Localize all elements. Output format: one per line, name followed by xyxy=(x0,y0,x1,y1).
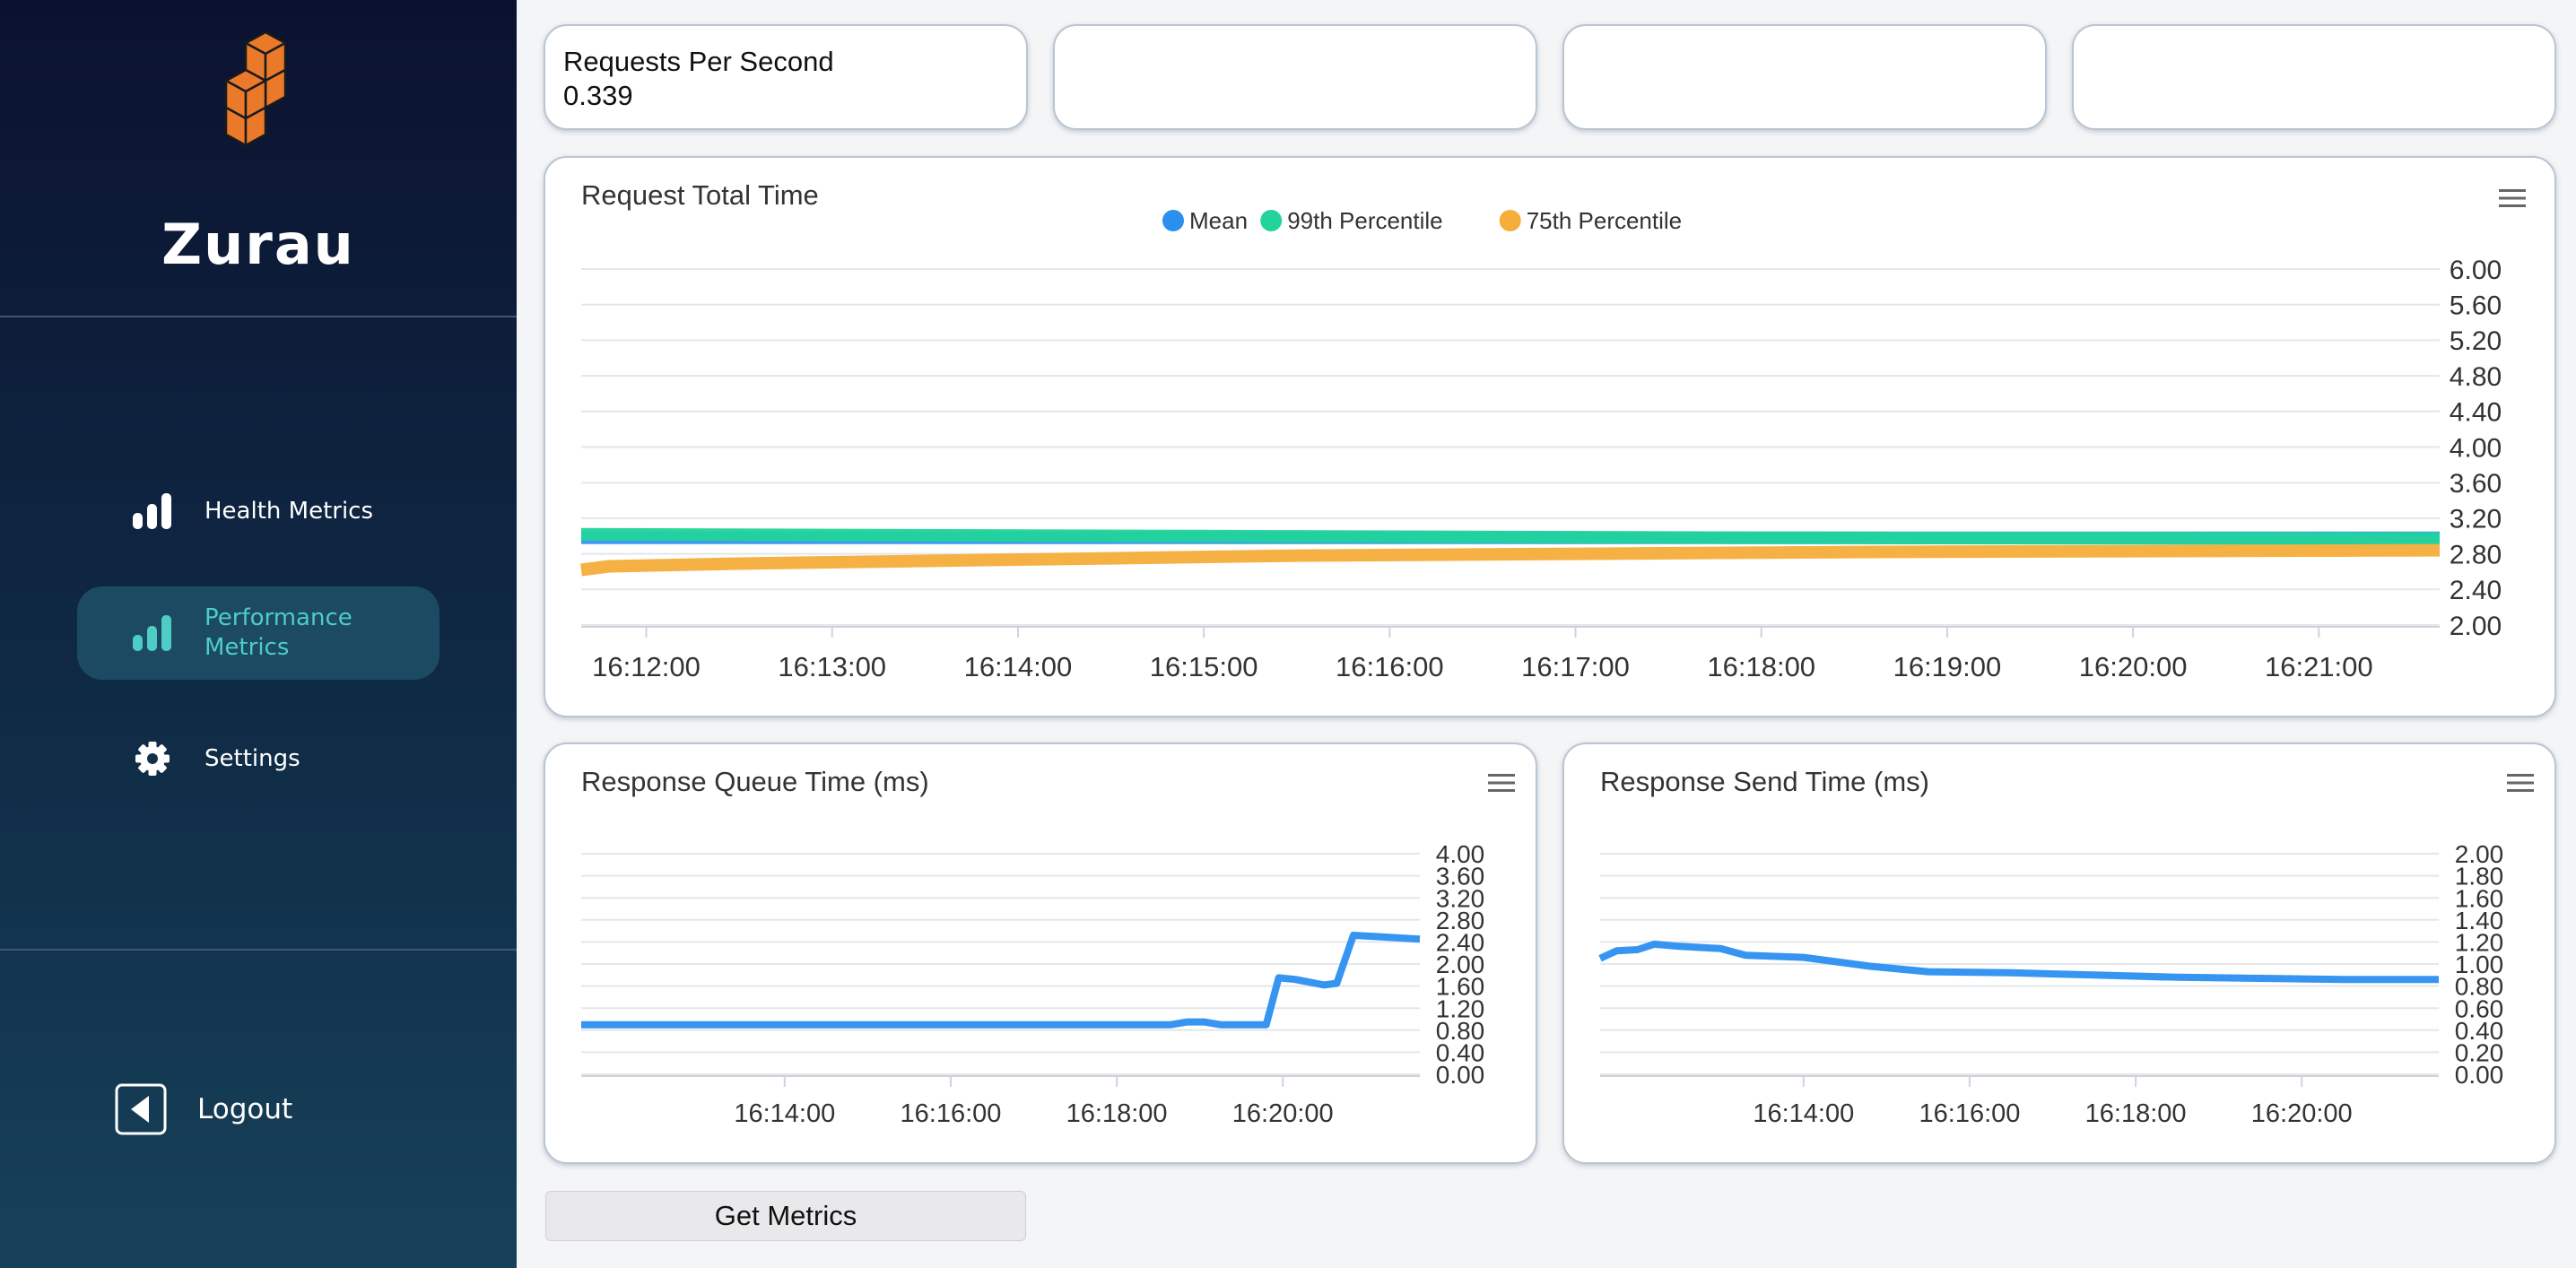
hamburger-menu-icon[interactable] xyxy=(2505,771,2536,795)
bar-chart-icon xyxy=(133,615,171,651)
stat-card-empty xyxy=(1053,24,1537,130)
stat-card-empty xyxy=(2072,24,2556,130)
stat-title: Requests Per Second xyxy=(563,46,834,77)
chart-title: Response Send Time (ms) xyxy=(1600,766,1929,797)
sidebar-item-settings[interactable]: Settings xyxy=(77,712,439,805)
chart-title: Request Total Time xyxy=(581,179,819,211)
brand-name: Zurau xyxy=(161,212,355,277)
sidebar: Zurau Health Metrics Performance Metrics xyxy=(0,0,517,1268)
get-metrics-button[interactable]: Get Metrics xyxy=(545,1191,1026,1241)
sidebar-item-label: Performance Metrics xyxy=(205,604,352,661)
sidebar-item-label: Settings xyxy=(205,745,300,772)
hamburger-menu-icon[interactable] xyxy=(2497,187,2528,210)
sidebar-divider xyxy=(0,949,517,951)
hamburger-menu-icon[interactable] xyxy=(1486,771,1517,795)
bar-chart-icon xyxy=(133,493,171,529)
request-total-time-card: Request Total Time xyxy=(544,156,2556,717)
response-queue-time-card: Response Queue Time (ms) xyxy=(544,743,1537,1164)
logout-button[interactable]: Logout xyxy=(115,1083,292,1135)
gear-icon xyxy=(135,742,170,776)
sidebar-item-health-metrics[interactable]: Health Metrics xyxy=(77,465,439,558)
stat-card-requests-per-second: Requests Per Second 0.339 xyxy=(544,24,1028,130)
sidebar-divider xyxy=(0,316,517,317)
logout-label: Logout xyxy=(197,1093,293,1125)
zurau-logo-icon xyxy=(224,30,287,147)
response-send-time-card: Response Send Time (ms) xyxy=(1562,743,2556,1164)
stat-card-empty xyxy=(1562,24,2047,130)
stat-value: 0.339 xyxy=(563,80,633,111)
sidebar-item-performance-metrics[interactable]: Performance Metrics xyxy=(77,586,439,680)
sidebar-item-label: Health Metrics xyxy=(205,498,374,525)
back-arrow-icon xyxy=(115,1083,167,1135)
chart-title: Response Queue Time (ms) xyxy=(581,766,929,797)
